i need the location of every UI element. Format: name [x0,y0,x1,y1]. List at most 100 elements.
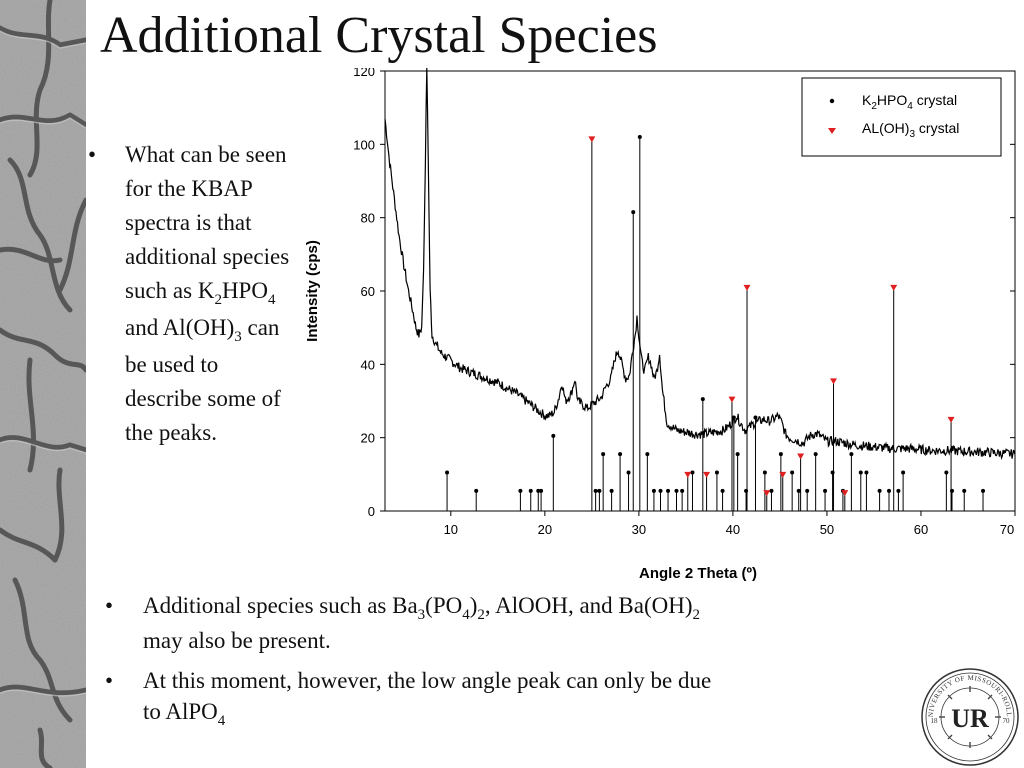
y-tick-label: 40 [361,357,375,372]
k2hpo4-peak-marker [735,452,740,457]
bullet-part: At this moment, however, the low angle p… [143,668,712,724]
bullet-part: may also be present. [143,628,331,653]
legend-marker-k2hpo4 [829,98,835,104]
stone-texture [0,0,86,768]
aloh3-peak-marker [779,471,787,478]
spectrum-line [384,68,1016,461]
k2hpo4-peak-marker [518,488,523,493]
k2hpo4-peak-marker [714,470,719,475]
left-bullet-part: HPO [221,278,268,303]
k2hpo4-peak-marker [896,488,901,493]
k2hpo4-peak-marker [536,488,541,493]
k2hpo4-peak-marker [864,470,869,475]
aloh3-peak-marker [947,416,955,423]
k2hpo4-peak-marker [551,433,556,438]
y-tick-label: 120 [353,68,375,79]
xrd-chart: 0 20 40 60 80 100 120 10 20 30 40 50 60 70 Intensity… [304,68,1016,582]
k2hpo4-peak-marker [658,488,663,493]
y-tick-label: 0 [368,504,375,519]
k2hpo4-peak-marker [528,488,533,493]
k2hpo4-peak-marker [674,488,679,493]
x-tick-label: 50 [820,522,834,537]
k2hpo4-peak-marker [805,488,810,493]
k2hpo4-peak-marker [823,488,828,493]
university-seal-logo: UNIVERSITY OF MISSOURI-ROLLA UR 18 70 [920,667,1019,766]
left-bullet-text: What can be seen for the KBAP spectra is… [125,138,293,450]
k2hpo4-peak-marker [769,488,774,493]
legend-marker-aloh3 [828,128,836,134]
k2hpo4-peak-marker [637,135,642,139]
bullet-marker: • [105,668,114,693]
bullet-marker: • [88,142,97,167]
aloh3-peak-marker [830,378,838,385]
k2hpo4-peak-marker [474,488,479,493]
k2hpo4-peak-marker [858,470,863,475]
slide-title: Additional Crystal Species [100,7,658,64]
legend-box [801,77,1002,157]
aloh3-peak-marker [703,471,711,478]
k2hpo4-peak-marker [666,488,671,493]
left-bullet-part: What can be seen for the KBAP spectra is… [125,142,290,303]
y-tick-label: 80 [361,211,375,226]
y-tick-label: 100 [353,137,375,152]
x-axis: 10 20 30 40 50 60 70 [444,511,1016,537]
k2hpo4-peak-marker [626,470,631,475]
k2hpo4-peak-marker [887,488,891,493]
k2hpo4-peak-marker [790,470,795,475]
k2hpo4-peak-marker [445,470,450,475]
bullet-part: Additional species such as Ba [143,593,418,618]
k2hpo4-peak-marker [877,488,882,493]
decorative-sidebar [0,0,86,768]
seal-monogram: UR [951,704,989,733]
bullet-marker: • [105,593,114,618]
seal-year-right: 70 [1003,717,1011,725]
subscript: 2 [477,607,485,623]
subscript: 2 [692,607,701,623]
k2hpo4-peak-marker [962,488,967,493]
k2hpo4-peak-marker [849,452,854,457]
bullet-part: , AlOOH, and Ba(OH) [484,593,693,618]
aloh3-peak-marker [763,490,771,497]
k2hpo4-peak-marker [631,210,636,215]
aloh3-peak-marker [684,471,692,478]
k2hpo4-peak-marker [720,488,725,493]
left-bullet-part: and Al(OH) [125,315,235,340]
aloh3-peak-marker [797,453,805,460]
left-bullet: • What can be seen for the KBAP spectra … [88,138,293,450]
k2hpo4-peak-marker [778,452,783,457]
legend: K2HPO4 crystal AL(OH)3 crystal [801,77,1002,157]
subscript: 3 [234,329,242,345]
subscript: 4 [462,607,470,623]
k2hpo4-peak-marker [601,452,606,457]
subscript: 4 [217,713,226,729]
k2hpo4-peak-marker [700,397,705,402]
x-tick-label: 20 [538,522,552,537]
k2hpo4-peak-marker [593,488,598,493]
k2hpo4-peak-marker [690,470,695,475]
x-tick-label: 10 [444,522,458,537]
k2hpo4-peak-marker [651,488,656,493]
k2hpo4-peak-marker [944,470,949,475]
k2hpo4-peak-marker [753,415,758,420]
aloh3-peak-marker [588,136,596,143]
legend-label-aloh3: AL(OH)3 crystal [862,120,959,140]
k2hpo4-peak-marker [539,488,544,493]
subscript: 3 [417,607,426,623]
y-tick-label: 60 [361,284,375,299]
k2hpo4-peak-marker [981,488,986,493]
k2hpo4-peak-marker [901,470,906,475]
k2hpo4-peak-marker [609,488,614,493]
seal-year-left: 18 [931,717,939,725]
x-tick-label: 40 [726,522,740,537]
bullet-part: ) [469,593,478,618]
k2hpo4-peak-marker [597,488,602,493]
left-bullet-part: can be used to describe some of the peak… [125,315,281,445]
k2hpo4-peak-marker [796,488,801,493]
bottom-bullet: • At this moment, however, the low angle… [105,665,725,731]
bottom-bullets: • Additional species such as Ba3(PO4)2, … [105,590,725,740]
y-tick-label: 20 [361,431,375,446]
y-axis: 0 20 40 60 80 100 120 [353,68,1015,519]
k2hpo4-peak-marker [813,452,818,457]
aloh3-peak-marker [728,396,736,403]
y-axis-label: Intensity (cps) [304,240,321,342]
